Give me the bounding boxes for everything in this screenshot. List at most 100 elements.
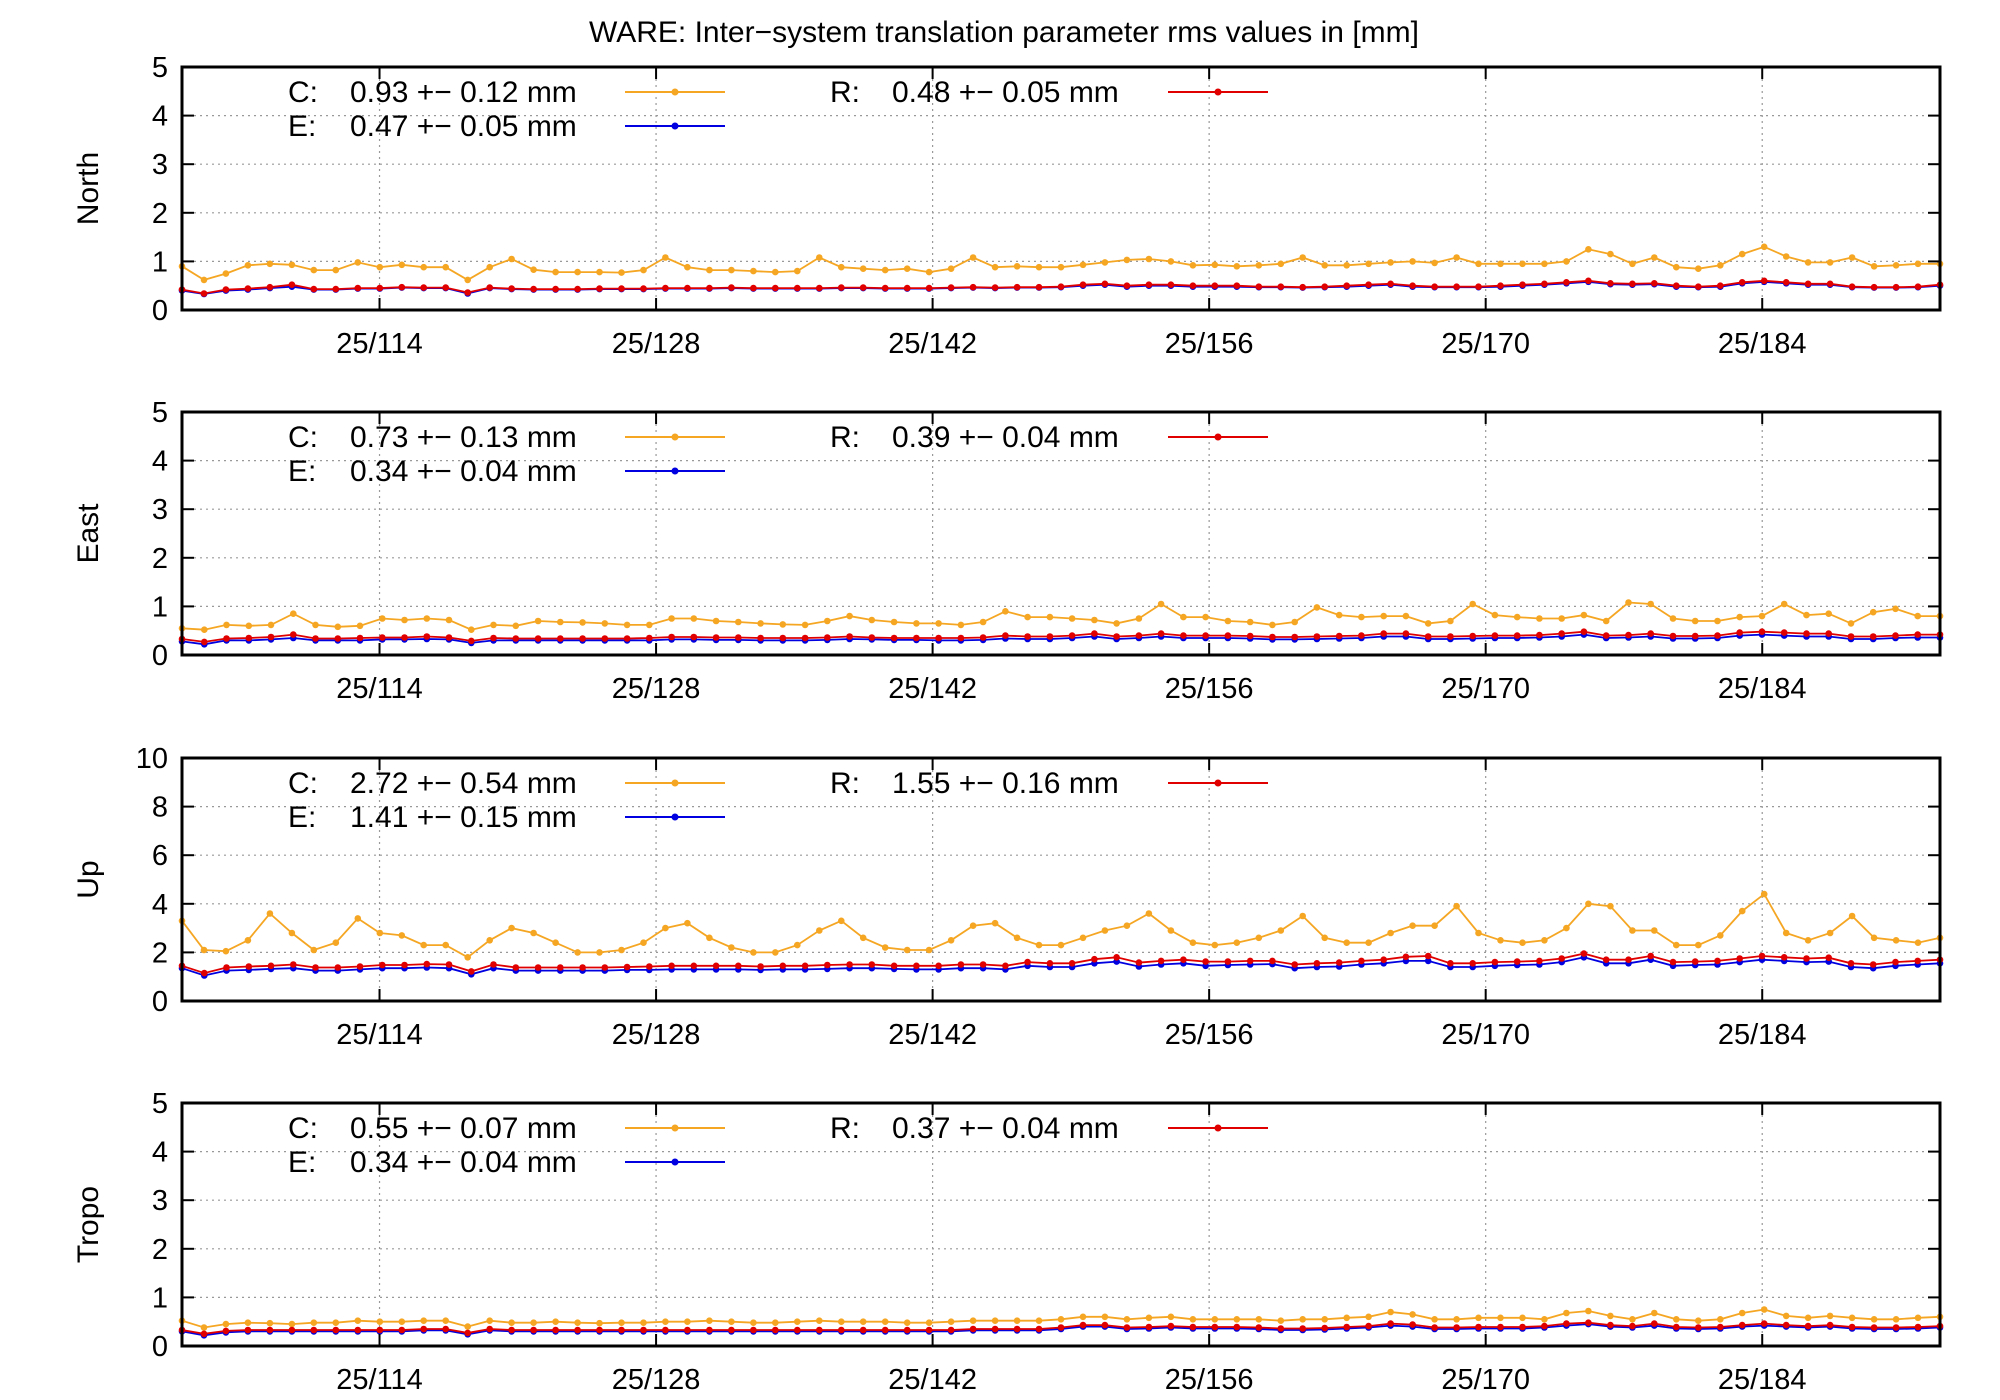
data-point-c: [1409, 922, 1416, 929]
data-point-r: [423, 633, 431, 640]
x-tick-label: 25/128: [612, 328, 701, 360]
data-point-c: [486, 1317, 494, 1324]
data-point-r: [838, 284, 845, 291]
data-point-c: [200, 1324, 208, 1331]
data-point-r: [1736, 955, 1743, 962]
data-point-c: [1277, 260, 1285, 268]
series-r: [178, 628, 1944, 646]
data-point-r: [1299, 1325, 1306, 1332]
data-point-r: [935, 962, 942, 970]
data-point-r: [354, 284, 362, 292]
data-point-r: [1536, 957, 1543, 965]
data-point-c: [1123, 922, 1131, 929]
data-point-r: [534, 635, 542, 642]
data-point-c: [1738, 1309, 1746, 1317]
data-point-r: [1563, 1320, 1570, 1327]
data-point-c: [1826, 929, 1834, 937]
data-point-r: [334, 635, 342, 642]
data-point-r: [1358, 957, 1365, 965]
data-point-c: [1870, 934, 1878, 942]
data-point-r: [508, 285, 515, 292]
data-point-c: [1431, 1316, 1438, 1323]
data-point-c: [334, 623, 342, 631]
data-point-c: [534, 617, 542, 625]
data-point-r: [1358, 632, 1365, 639]
data-point-r: [266, 283, 274, 291]
data-point-c: [957, 621, 965, 629]
data-point-r: [1782, 279, 1790, 286]
data-point-r: [1145, 1323, 1153, 1331]
legend-label-c: C:: [288, 1112, 318, 1145]
data-point-r: [1246, 957, 1254, 965]
data-point-r: [1848, 283, 1856, 291]
data-point-c: [244, 262, 252, 269]
data-point-r: [1804, 1322, 1812, 1330]
data-point-r: [530, 285, 537, 293]
data-point-r: [640, 285, 647, 292]
data-point-c: [935, 620, 942, 627]
data-point-c: [1804, 259, 1812, 266]
data-point-c: [1497, 1314, 1504, 1322]
data-point-r: [1469, 632, 1476, 640]
legend: C: 0.93 +− 0.12 mm E: 0.47 +− 0.05 mm R: 0.48…: [288, 76, 1268, 143]
data-point-r: [223, 635, 230, 642]
data-point-c: [1695, 1317, 1702, 1324]
data-point-r: [244, 285, 252, 292]
data-point-c: [646, 621, 653, 629]
data-point-c: [288, 1320, 296, 1328]
data-point-r: [646, 634, 653, 642]
data-point-r: [618, 1326, 625, 1334]
data-point-r: [1224, 632, 1232, 639]
data-point-r: [1803, 955, 1810, 962]
data-point-c: [1079, 1313, 1087, 1321]
data-point-c: [706, 1317, 713, 1324]
data-point-c: [552, 1318, 559, 1325]
data-point-r: [1760, 277, 1768, 285]
data-point-c: [552, 939, 559, 946]
data-point-r: [1202, 958, 1209, 965]
data-point-r: [1046, 633, 1054, 640]
y-tick-label: 2: [152, 937, 168, 969]
data-point-c: [1233, 939, 1241, 946]
data-point-r: [1695, 283, 1702, 291]
data-point-c: [772, 1319, 779, 1326]
data-point-c: [1607, 250, 1614, 258]
legend-label-c: C:: [288, 76, 318, 109]
data-point-c: [1123, 256, 1131, 264]
data-point-c: [1647, 600, 1654, 608]
y-tick-label: 1: [152, 246, 168, 278]
data-point-c: [1387, 259, 1394, 266]
data-point-r: [1602, 956, 1610, 963]
data-point-c: [1717, 1316, 1724, 1323]
data-point-c: [712, 617, 720, 625]
data-point-r: [1189, 1323, 1197, 1331]
data-point-c: [1299, 1316, 1306, 1323]
data-point-r: [1365, 1322, 1372, 1330]
data-point-r: [332, 1326, 340, 1334]
data-point-c: [1497, 260, 1504, 268]
data-point-r: [1157, 630, 1165, 637]
data-point-c: [1046, 613, 1054, 621]
data-point-r: [244, 1326, 252, 1334]
data-point-c: [640, 939, 647, 946]
y-axis-label: Up: [72, 860, 105, 898]
data-point-c: [1409, 258, 1416, 265]
data-point-c: [1803, 611, 1810, 619]
data-point-c: [354, 915, 362, 922]
data-point-c: [794, 941, 801, 949]
data-point-r: [1563, 279, 1570, 286]
data-point-r: [1580, 628, 1588, 635]
data-point-c: [925, 946, 933, 954]
data-point-r: [779, 962, 787, 970]
data-point-c: [1629, 1316, 1636, 1323]
x-tick-label: 25/128: [612, 673, 701, 705]
data-point-c: [1475, 260, 1482, 268]
legend: C: 2.72 +− 0.54 mm E: 1.41 +− 0.15 mm R: 1.55…: [288, 767, 1268, 834]
data-point-c: [379, 615, 386, 622]
data-point-c: [640, 1319, 647, 1326]
data-point-c: [618, 946, 625, 954]
legend-marker-e: [671, 1158, 679, 1166]
data-point-c: [574, 949, 581, 956]
data-point-r: [1647, 952, 1654, 960]
data-point-r: [552, 285, 559, 293]
